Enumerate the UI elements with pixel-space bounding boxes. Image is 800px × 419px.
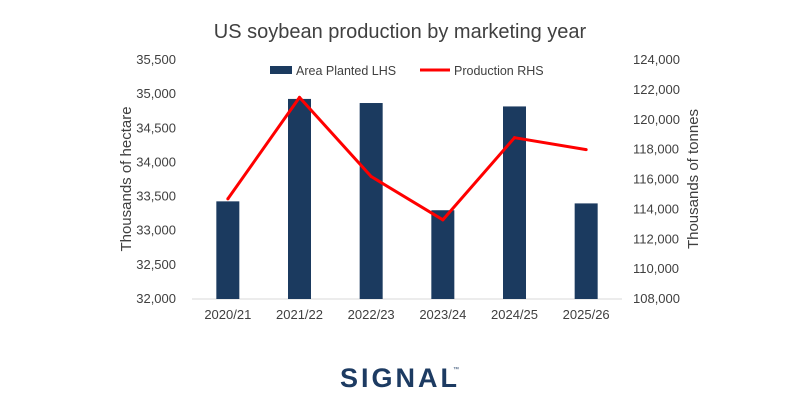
y-axis-label-right: Thousands of tonnes <box>685 109 702 249</box>
y-tick-label-right: 124,000 <box>633 52 680 67</box>
y-tick-label-left: 33,500 <box>136 189 176 204</box>
production-line <box>226 95 587 222</box>
y-tick-label-right: 120,000 <box>633 112 680 127</box>
line-point <box>226 197 230 201</box>
bar <box>359 103 383 300</box>
y-tick-label-right: 112,000 <box>633 231 679 246</box>
x-axis: 2020/21 2021/22 2022/23 2023/24 2024/25 2025/… <box>204 307 609 322</box>
y-tick-label-right: 108,000 <box>633 291 680 306</box>
line-point <box>298 95 301 99</box>
legend-label-area: Area Planted LHS <box>296 64 396 78</box>
line-point <box>441 218 445 222</box>
x-tick-label: 2021/22 <box>276 307 323 322</box>
y-tick-label-left: 33,000 <box>136 223 176 238</box>
bar <box>574 203 598 299</box>
y-tick-label-right: 110,000 <box>633 261 679 276</box>
x-tick-label: 2025/26 <box>563 307 610 322</box>
line-series <box>226 95 588 222</box>
left-axis: 32,000 32,500 33,000 33,500 34,000 34,500 35,0… <box>136 52 176 306</box>
y-tick-label-right: 118,000 <box>633 142 679 157</box>
logo-trademark: ™ <box>453 366 459 373</box>
x-tick-label: 2023/24 <box>419 307 466 322</box>
y-tick-label-left: 35,500 <box>136 52 176 67</box>
x-tick-label: 2020/21 <box>204 307 251 322</box>
y-tick-label-left: 32,000 <box>136 291 176 306</box>
y-tick-label-left: 35,000 <box>136 86 176 101</box>
right-axis: 108,000 110,000 112,000 114,000 116,000 118,0… <box>633 52 680 306</box>
logo-text: SIGNAL <box>340 363 460 393</box>
signal-logo: SIGNAL ™ <box>340 363 460 393</box>
bar <box>216 201 240 299</box>
y-tick-label-right: 122,000 <box>633 82 680 97</box>
line-point <box>584 148 588 152</box>
y-axis-label-left: Thousands of hectare <box>118 106 135 251</box>
legend-label-production: Production RHS <box>454 64 544 78</box>
legend-swatch-area <box>270 66 292 74</box>
bar-series <box>216 98 598 300</box>
y-tick-label-left: 34,000 <box>136 154 176 169</box>
y-tick-label-left: 34,500 <box>136 120 176 135</box>
x-tick-label: 2024/25 <box>491 307 538 322</box>
line-point <box>369 175 373 179</box>
bar <box>288 98 311 300</box>
legend: Area Planted LHS Production RHS <box>270 64 544 78</box>
x-tick-label: 2022/23 <box>348 307 395 322</box>
y-tick-label-right: 116,000 <box>633 172 679 187</box>
chart-title: US soybean production by marketing year <box>214 21 587 43</box>
bar <box>503 106 526 299</box>
bar <box>431 210 455 299</box>
y-tick-label-left: 32,500 <box>136 257 176 272</box>
y-tick-label-right: 114,000 <box>633 201 679 216</box>
line-point <box>513 136 516 140</box>
